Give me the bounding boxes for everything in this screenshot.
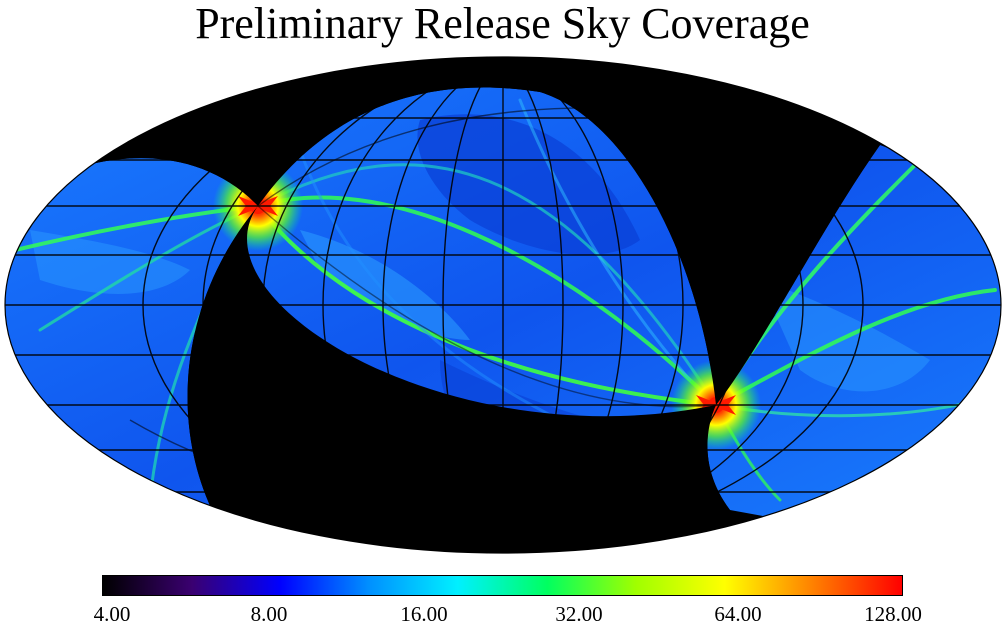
sky-outline bbox=[4, 56, 1002, 554]
uncovered-region-upper bbox=[5, 57, 1001, 405]
graticule bbox=[5, 57, 1001, 553]
colorbar-tick-label: 8.00 bbox=[250, 602, 288, 626]
uncovered-region-lower bbox=[187, 206, 730, 553]
sky-coverage-map bbox=[4, 56, 1002, 554]
coverage-light-region bbox=[300, 230, 470, 340]
colorbar-tick-label: 128.00 bbox=[864, 602, 922, 626]
colorbar-tick-label: 64.00 bbox=[714, 602, 762, 626]
colorbar-tick-label: 32.00 bbox=[555, 602, 603, 626]
coverage-dark-region bbox=[417, 114, 640, 255]
coverage-light-region bbox=[30, 230, 190, 294]
colorbar-tick-label: 4.00 bbox=[93, 602, 131, 626]
map-title: Preliminary Release Sky Coverage bbox=[195, 0, 810, 48]
colorbar-tick-label: 16.00 bbox=[400, 602, 448, 626]
colorbar bbox=[102, 575, 903, 596]
